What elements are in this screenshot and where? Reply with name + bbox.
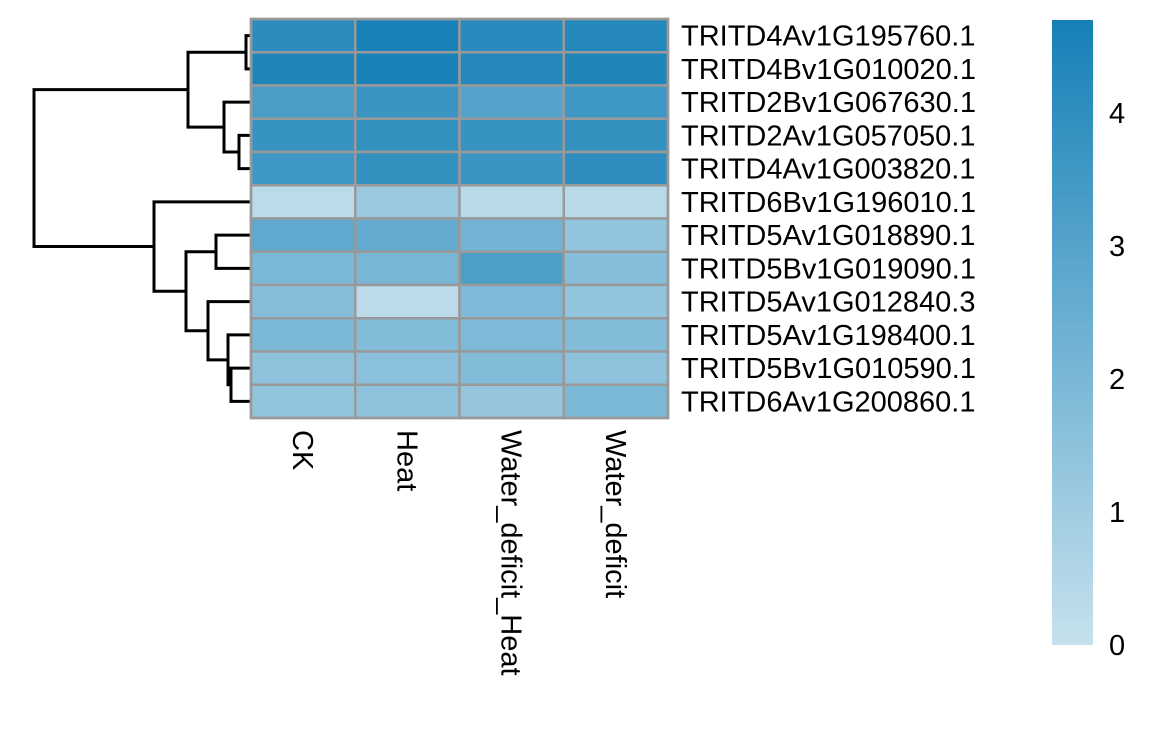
row-label: TRITD4Bv1G010020.1 bbox=[681, 54, 976, 86]
legend-tick-label: 3 bbox=[1109, 231, 1125, 263]
heatmap-cell bbox=[562, 317, 670, 353]
row-label: TRITD4Av1G003820.1 bbox=[681, 154, 975, 186]
heatmap-cell bbox=[249, 150, 357, 187]
heatmap-cell bbox=[249, 51, 357, 87]
heatmap-cell bbox=[458, 250, 565, 287]
heatmap-cell bbox=[562, 350, 670, 386]
heatmap-cell bbox=[458, 150, 565, 187]
heatmap-cell bbox=[562, 217, 670, 253]
heatmap-cells bbox=[249, 17, 670, 420]
heatmap-cell bbox=[458, 17, 565, 54]
heatmap-cell bbox=[562, 250, 670, 287]
heatmap-cell bbox=[249, 283, 357, 320]
legend-tick-label: 4 bbox=[1109, 98, 1125, 130]
heatmap-cell bbox=[354, 17, 461, 54]
row-label: TRITD6Bv1G196010.1 bbox=[681, 187, 976, 219]
heatmap-cell bbox=[458, 84, 565, 120]
heatmap-cell bbox=[354, 184, 461, 220]
heatmap-cell bbox=[458, 383, 565, 420]
heatmap-cell bbox=[458, 184, 565, 220]
row-label: TRITD2Av1G057050.1 bbox=[681, 120, 975, 152]
heatmap-border bbox=[249, 17, 670, 420]
heatmap-cell bbox=[354, 250, 461, 287]
heatmap-cell bbox=[249, 317, 357, 353]
dendrogram-branch bbox=[214, 233, 251, 270]
legend-tick-label: 2 bbox=[1109, 364, 1125, 396]
heatmap-cell bbox=[354, 217, 461, 253]
dendrogram-branch bbox=[32, 88, 188, 249]
dendrogram-branch bbox=[229, 366, 251, 403]
heatmap-cell bbox=[562, 184, 670, 220]
heatmap-cell bbox=[354, 84, 461, 120]
heatmap-cell bbox=[249, 117, 357, 154]
column-label: Heat bbox=[390, 430, 422, 491]
heatmap-cell bbox=[354, 283, 461, 320]
heatmap-cell bbox=[249, 217, 357, 253]
heatmap-cell bbox=[458, 350, 565, 386]
legend-tick-label: 0 bbox=[1109, 630, 1125, 662]
column-labels: CK Heat Water_deficit_Heat Water_deficit bbox=[286, 430, 631, 676]
row-label: TRITD5Bv1G019090.1 bbox=[681, 253, 976, 285]
heatmap-cell bbox=[249, 250, 357, 287]
row-dendrogram bbox=[32, 34, 251, 403]
dendrogram-branch bbox=[237, 133, 251, 171]
heatmap-cell bbox=[458, 117, 565, 154]
heatmap-cell bbox=[354, 150, 461, 187]
dendrogram-branch bbox=[184, 250, 216, 333]
heatmap-cell bbox=[458, 217, 565, 253]
heatmap-cell bbox=[354, 317, 461, 353]
legend-tick-label: 1 bbox=[1109, 497, 1125, 529]
row-label: TRITD2Bv1G067630.1 bbox=[681, 87, 976, 119]
row-label: TRITD5Bv1G010590.1 bbox=[681, 353, 976, 385]
heatmap-cell bbox=[562, 150, 670, 187]
row-label: TRITD5Av1G012840.3 bbox=[681, 287, 975, 319]
heatmap-cell bbox=[562, 117, 670, 154]
heatmap-cell bbox=[249, 84, 357, 120]
dendrogram-branch bbox=[152, 200, 251, 293]
column-label: CK bbox=[286, 430, 318, 471]
heatmap-cell bbox=[354, 51, 461, 87]
row-labels: TRITD4Av1G195760.1TRITD4Bv1G010020.1TRIT… bbox=[681, 21, 976, 419]
row-label: TRITD4Av1G195760.1 bbox=[681, 21, 975, 53]
heatmap-cell bbox=[354, 117, 461, 154]
column-label: Water_deficit bbox=[599, 430, 631, 598]
legend-colorbar bbox=[1052, 20, 1093, 645]
heatmap-cell bbox=[458, 317, 565, 353]
heatmap-cell bbox=[562, 383, 670, 420]
legend-ticks: 0 1 2 3 4 bbox=[1109, 98, 1125, 662]
heatmap-cell bbox=[562, 17, 670, 54]
heatmap-cell bbox=[458, 51, 565, 87]
heatmap-cell bbox=[562, 84, 670, 120]
heatmap-cell bbox=[354, 383, 461, 420]
heatmap-cell bbox=[562, 51, 670, 87]
heatmap-cell bbox=[249, 383, 357, 420]
heatmap-cell bbox=[249, 350, 357, 386]
heatmap-cell bbox=[562, 283, 670, 320]
heatmap-cell bbox=[249, 184, 357, 220]
row-label: TRITD6Av1G200860.1 bbox=[681, 386, 975, 418]
row-label: TRITD5Av1G018890.1 bbox=[681, 220, 975, 252]
heatmap-cell bbox=[458, 283, 565, 320]
row-label: TRITD5Av1G198400.1 bbox=[681, 320, 975, 352]
heatmap-cell bbox=[354, 350, 461, 386]
column-label: Water_deficit_Heat bbox=[495, 430, 527, 676]
heatmap-cell bbox=[249, 17, 357, 54]
dendrogram-branch bbox=[186, 50, 246, 129]
